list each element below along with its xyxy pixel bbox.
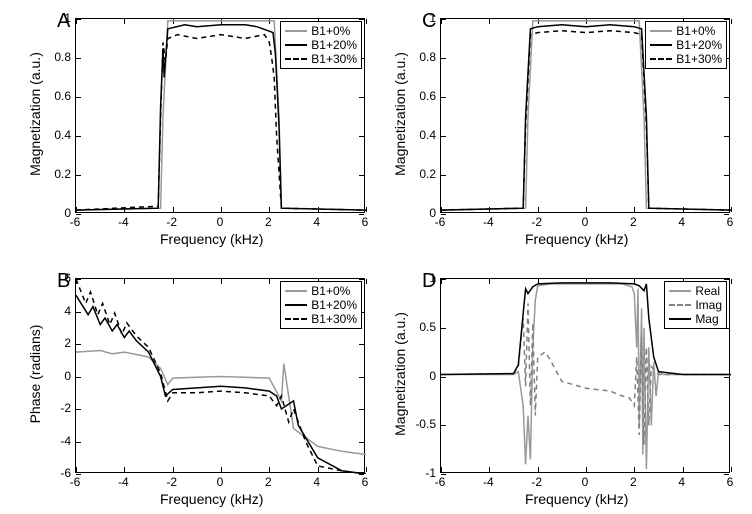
panel-B: -6-4-20246-6-4-20246Frequency (kHz)Phase… bbox=[75, 278, 365, 473]
panel-C: -6-4-2024600.20.40.60.81Frequency (kHz)M… bbox=[440, 18, 730, 213]
ytick: 0.6 bbox=[406, 89, 436, 103]
ytick: 0 bbox=[406, 206, 436, 220]
legend-item: B1+20% bbox=[285, 38, 357, 52]
xtick: -2 bbox=[166, 475, 177, 489]
panel-letter: C bbox=[422, 10, 436, 33]
legend-item: B1+20% bbox=[285, 298, 357, 312]
ytick: 0.6 bbox=[41, 89, 71, 103]
xtick: -4 bbox=[483, 475, 494, 489]
xtick: 2 bbox=[265, 215, 272, 229]
ylabel: Magnetization (a.u.) bbox=[27, 39, 43, 189]
xtick: -4 bbox=[118, 475, 129, 489]
xtick: 2 bbox=[630, 215, 637, 229]
panel-letter: A bbox=[57, 10, 70, 33]
series-line bbox=[76, 351, 366, 455]
ytick: -2 bbox=[41, 401, 71, 415]
xlabel: Frequency (kHz) bbox=[160, 231, 263, 247]
ytick: 0 bbox=[41, 206, 71, 220]
panel-letter: B bbox=[57, 270, 70, 293]
legend-item: B1+30% bbox=[650, 52, 722, 66]
xtick: 0 bbox=[582, 475, 589, 489]
xtick: -2 bbox=[166, 215, 177, 229]
xtick: -6 bbox=[70, 475, 81, 489]
ytick: 0.8 bbox=[406, 50, 436, 64]
xlabel: Frequency (kHz) bbox=[525, 231, 628, 247]
legend-label: B1+30% bbox=[311, 312, 357, 326]
xlabel: Frequency (kHz) bbox=[160, 491, 263, 507]
ytick: 0.4 bbox=[406, 128, 436, 142]
panel-D: -6-4-20246-1-0.500.51Frequency (kHz)Magn… bbox=[440, 278, 730, 473]
xtick: 0 bbox=[217, 475, 224, 489]
legend-label: B1+20% bbox=[676, 38, 722, 52]
ytick: -4 bbox=[41, 434, 71, 448]
xtick: -2 bbox=[531, 475, 542, 489]
figure: -6-4-2024600.20.40.60.81Frequency (kHz)M… bbox=[0, 0, 752, 514]
legend-label: B1+30% bbox=[676, 52, 722, 66]
ylabel: Phase (radians) bbox=[27, 299, 43, 449]
legend-label: B1+0% bbox=[676, 24, 715, 38]
legend-item: B1+0% bbox=[285, 284, 357, 298]
xtick: 6 bbox=[362, 475, 369, 489]
xtick: 2 bbox=[630, 475, 637, 489]
xtick: 2 bbox=[265, 475, 272, 489]
ytick: -6 bbox=[41, 466, 71, 480]
panel-A: -6-4-2024600.20.40.60.81Frequency (kHz)M… bbox=[75, 18, 365, 213]
legend-label: Mag bbox=[695, 312, 718, 326]
xtick: 4 bbox=[313, 215, 320, 229]
ytick: 0 bbox=[406, 369, 436, 383]
ylabel: Magnetization (a.u.) bbox=[392, 39, 408, 189]
legend-item: B1+0% bbox=[650, 24, 722, 38]
legend: B1+0%B1+20%B1+30% bbox=[280, 281, 362, 329]
xtick: 4 bbox=[678, 475, 685, 489]
xtick: 4 bbox=[678, 215, 685, 229]
ytick: 0.2 bbox=[41, 167, 71, 181]
legend-label: B1+20% bbox=[311, 38, 357, 52]
ytick: 2 bbox=[41, 336, 71, 350]
legend-label: B1+20% bbox=[311, 298, 357, 312]
xtick: 0 bbox=[217, 215, 224, 229]
ytick: 0 bbox=[41, 369, 71, 383]
xtick: 6 bbox=[362, 215, 369, 229]
legend: B1+0%B1+20%B1+30% bbox=[280, 21, 362, 69]
legend-label: B1+0% bbox=[311, 284, 350, 298]
xtick: -4 bbox=[118, 215, 129, 229]
legend-label: Real bbox=[695, 284, 720, 298]
legend: RealImagMag bbox=[664, 281, 727, 329]
legend-item: B1+0% bbox=[285, 24, 357, 38]
xtick: 4 bbox=[313, 475, 320, 489]
legend: B1+0%B1+20%B1+30% bbox=[645, 21, 727, 69]
ylabel: Magnetization (a.u.) bbox=[392, 299, 408, 449]
legend-item: B1+20% bbox=[650, 38, 722, 52]
panel-letter: D bbox=[422, 270, 436, 293]
legend-item: Imag bbox=[669, 298, 722, 312]
legend-item: Mag bbox=[669, 312, 722, 326]
legend-item: B1+30% bbox=[285, 312, 357, 326]
ytick: 0.5 bbox=[406, 320, 436, 334]
xtick: 6 bbox=[727, 215, 734, 229]
xtick: -6 bbox=[70, 215, 81, 229]
xtick: 0 bbox=[582, 215, 589, 229]
ytick: 0.8 bbox=[41, 50, 71, 64]
ytick: 4 bbox=[41, 304, 71, 318]
legend-item: B1+30% bbox=[285, 52, 357, 66]
ytick: -0.5 bbox=[406, 417, 436, 431]
legend-label: B1+0% bbox=[311, 24, 350, 38]
xtick: 6 bbox=[727, 475, 734, 489]
legend-item: Real bbox=[669, 284, 722, 298]
xtick: -6 bbox=[435, 475, 446, 489]
ytick: 0.4 bbox=[41, 128, 71, 142]
ytick: -1 bbox=[406, 466, 436, 480]
legend-label: Imag bbox=[695, 298, 722, 312]
ytick: 0.2 bbox=[406, 167, 436, 181]
xtick: -4 bbox=[483, 215, 494, 229]
legend-label: B1+30% bbox=[311, 52, 357, 66]
xlabel: Frequency (kHz) bbox=[525, 491, 628, 507]
xtick: -6 bbox=[435, 215, 446, 229]
xtick: -2 bbox=[531, 215, 542, 229]
